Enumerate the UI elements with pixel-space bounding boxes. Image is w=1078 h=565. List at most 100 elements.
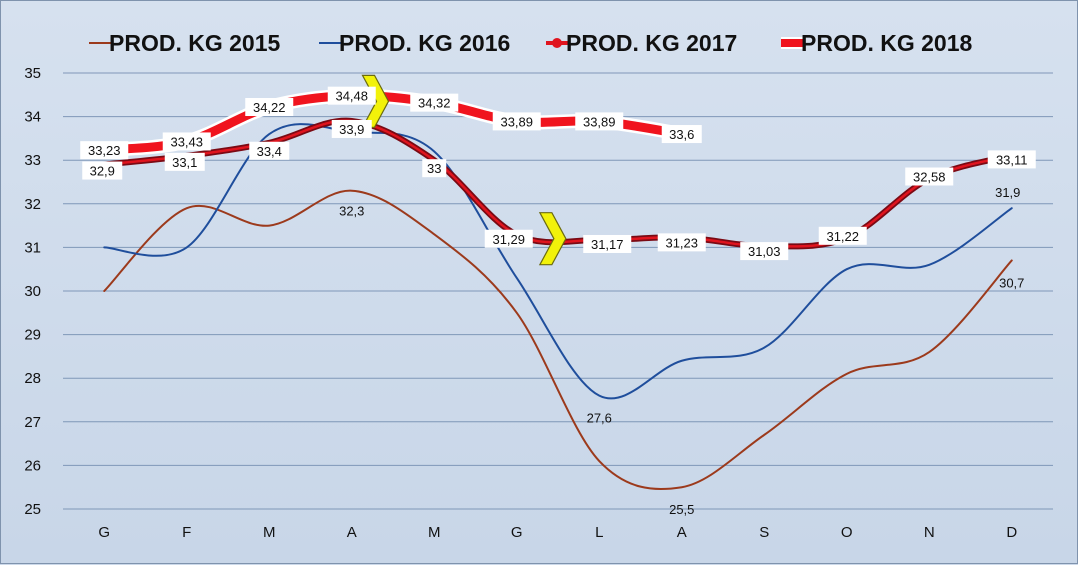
data-label-box <box>164 152 205 171</box>
x-tick-label: G <box>511 524 523 541</box>
data-label: 33,9 <box>331 119 372 138</box>
data-label-box <box>422 159 447 178</box>
data-label-text: 33 <box>427 161 441 176</box>
data-label: 30,7 <box>999 275 1024 290</box>
legend-item: PROD. KG 2015 <box>89 30 280 56</box>
x-tick-label: N <box>924 524 935 541</box>
data-label-text: 27,6 <box>587 411 612 426</box>
data-label: 33,1 <box>164 152 205 171</box>
x-tick-label: G <box>98 524 110 541</box>
data-label: 33 <box>422 159 447 178</box>
data-label-text: 33,89 <box>500 114 533 129</box>
x-tick-label: A <box>677 524 687 541</box>
y-tick-label: 27 <box>24 414 41 431</box>
y-axis-ticks: 25 26 27 28 29 30 31 32 33 34 35 <box>24 65 41 518</box>
data-label: 34,48 <box>327 86 376 105</box>
data-label-box <box>987 150 1036 169</box>
gridlines <box>63 72 1053 510</box>
data-label-box <box>575 112 624 131</box>
data-label-text: 34,22 <box>253 100 286 115</box>
data-label: 33,6 <box>661 125 702 144</box>
data-label-box <box>245 98 294 117</box>
data-label-box <box>818 226 867 245</box>
data-label-text: 33,6 <box>669 127 694 142</box>
data-label-box <box>80 141 129 160</box>
data-label: 32,58 <box>905 167 954 186</box>
y-tick-label: 29 <box>24 327 41 344</box>
data-label: 31,03 <box>740 242 789 261</box>
y-tick-label: 31 <box>24 239 41 256</box>
data-label: 33,4 <box>249 141 290 160</box>
data-label: 27,6 <box>587 411 612 426</box>
data-label-text: 31,17 <box>591 237 624 252</box>
data-label-box <box>661 125 702 144</box>
data-label-box <box>740 242 789 261</box>
data-label-box <box>327 86 376 105</box>
data-label-text: 33,11 <box>996 152 1028 167</box>
data-label-text: 33,4 <box>257 144 282 159</box>
data-label-text: 33,9 <box>339 122 364 137</box>
y-tick-label: 26 <box>24 457 41 474</box>
data-label: 33,23 <box>80 141 129 160</box>
y-tick-label: 25 <box>24 501 41 518</box>
y-tick-label: 28 <box>24 370 41 387</box>
series-lines <box>97 88 1015 490</box>
data-label: 32,3 <box>339 204 364 219</box>
data-label-box <box>583 234 632 253</box>
data-label-text: 25,5 <box>669 502 694 517</box>
data-label-text: 34,32 <box>418 96 451 111</box>
series-line-prod-kg-2015 <box>103 189 1013 490</box>
data-label: 33,89 <box>575 112 624 131</box>
data-label-text: 31,23 <box>665 235 698 250</box>
chevron-annotation-icon <box>538 212 567 266</box>
data-label: 33,89 <box>492 112 541 131</box>
x-tick-label: L <box>595 524 603 541</box>
data-label-box <box>162 132 211 151</box>
x-tick-label: D <box>1006 524 1017 541</box>
data-label-text: 32,9 <box>90 164 115 179</box>
data-label: 31,23 <box>657 233 706 252</box>
data-label-text: 33,23 <box>88 143 121 158</box>
data-label-box <box>657 233 706 252</box>
data-label: 25,5 <box>669 502 694 517</box>
x-tick-label: S <box>759 524 769 541</box>
data-label-text: 31,9 <box>995 185 1020 200</box>
data-label-box <box>410 93 459 112</box>
data-label: 33,11 <box>987 150 1036 169</box>
x-tick-label: F <box>182 524 191 541</box>
series-line-prod-kg-2016 <box>103 123 1013 400</box>
x-tick-label: M <box>428 524 441 541</box>
data-label: 34,22 <box>245 98 294 117</box>
data-label: 33,43 <box>162 132 211 151</box>
data-label: 31,22 <box>818 226 867 245</box>
legend-item: PROD. KG 2017 <box>546 30 737 56</box>
y-tick-label: 34 <box>24 109 41 126</box>
data-label-box <box>905 167 954 186</box>
data-label-text: 31,03 <box>748 244 781 259</box>
y-tick-label: 33 <box>24 152 41 169</box>
data-label-text: 31,22 <box>826 229 859 244</box>
data-label-text: 33,1 <box>172 155 197 170</box>
legend-label: PROD. KG 2016 <box>339 30 510 56</box>
data-label-text: 32,3 <box>339 204 364 219</box>
data-label: 34,32 <box>410 93 459 112</box>
data-label: 31,29 <box>484 229 533 248</box>
data-label: 31,9 <box>995 185 1020 200</box>
x-tick-label: M <box>263 524 276 541</box>
y-tick-label: 32 <box>24 196 41 213</box>
data-label-text: 33,89 <box>583 114 616 129</box>
data-label-box <box>492 112 541 131</box>
legend-label: PROD. KG 2017 <box>566 30 737 56</box>
legend-label: PROD. KG 2018 <box>801 30 972 56</box>
legend-label: PROD. KG 2015 <box>109 30 280 56</box>
chevron-annotation-icon <box>361 74 390 128</box>
data-label: 32,9 <box>82 161 123 180</box>
data-label-box <box>82 161 123 180</box>
data-label-box <box>484 229 533 248</box>
data-label-text: 33,43 <box>170 134 203 149</box>
data-labels: 32,3 25,5 30,7 27,6 31,9 32,9 33,1 33,4 33,9 33 31… <box>80 86 1036 517</box>
annotations <box>361 74 567 266</box>
